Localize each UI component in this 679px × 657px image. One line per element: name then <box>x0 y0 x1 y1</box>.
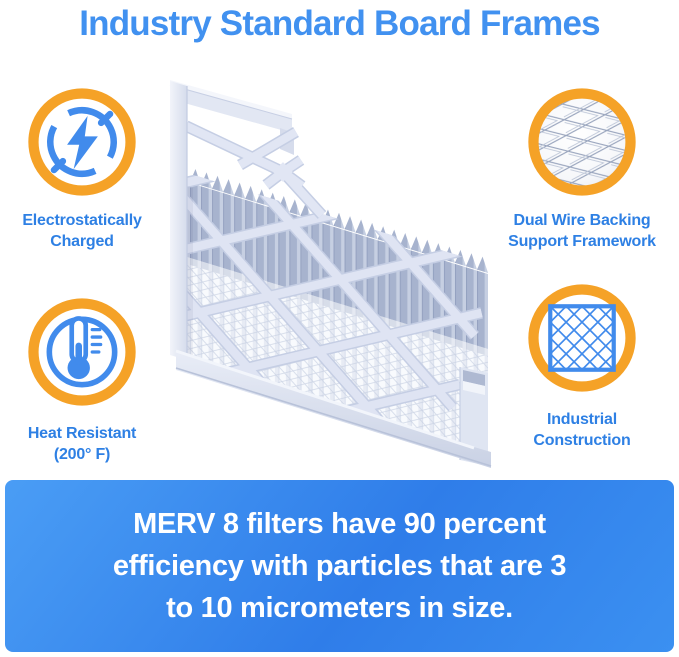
feature-label: Electrostatically Charged <box>22 212 142 250</box>
feature-heat-resistant: Heat Resistant (200° F) <box>6 296 158 465</box>
feature-label: Industrial Construction <box>533 411 631 449</box>
banner-line: efficiency with particles that are 3 <box>112 550 567 582</box>
banner-line: to 10 micrometers in size. <box>166 592 513 624</box>
thermometer-icon <box>26 296 138 408</box>
lightning-circle-icon <box>26 86 138 198</box>
banner-line: MERV 8 filters have 90 percent <box>133 508 546 540</box>
feature-electrostatically-charged: Electrostatically Charged <box>6 86 158 252</box>
feature-label: Heat Resistant (200° F) <box>27 425 137 463</box>
diamond-grid-icon <box>526 282 638 394</box>
page-title: Industry Standard Board Frames <box>79 4 600 43</box>
feature-dual-wire-backing: Dual Wire Backing Support Framework <box>500 86 664 252</box>
air-filter-illustration <box>169 80 492 468</box>
info-banner: MERV 8 filters have 90 percent efficienc… <box>5 480 674 652</box>
wire-mesh-icon <box>526 86 638 198</box>
feature-industrial-construction: Industrial Construction <box>500 282 664 451</box>
feature-label: Dual Wire Backing Support Framework <box>508 212 656 250</box>
